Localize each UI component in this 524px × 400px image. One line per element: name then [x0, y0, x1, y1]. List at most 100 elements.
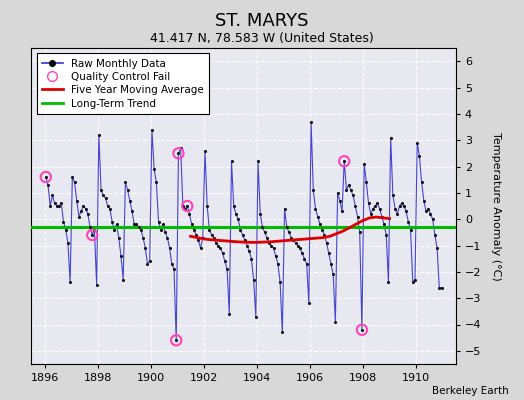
Point [318, 226, 326, 233]
Point [322, 240, 331, 246]
Point [168, 261, 176, 267]
Point [159, 221, 167, 228]
Point [271, 253, 280, 259]
Point [398, 200, 406, 206]
Point [55, 203, 63, 209]
Text: ST. MARYS: ST. MARYS [215, 12, 309, 30]
Point [192, 232, 200, 238]
Point [117, 253, 125, 259]
Point [216, 245, 225, 251]
Point [177, 145, 185, 151]
Point [212, 240, 220, 246]
Point [196, 245, 205, 251]
Point [194, 237, 203, 244]
Point [289, 237, 298, 244]
Point [327, 261, 335, 267]
Point [393, 211, 401, 217]
Point [424, 206, 432, 212]
Legend: Raw Monthly Data, Quality Control Fail, Five Year Moving Average, Long-Term Tren: Raw Monthly Data, Quality Control Fail, … [37, 53, 209, 114]
Point [126, 198, 134, 204]
Point [364, 200, 373, 206]
Point [230, 203, 238, 209]
Point [59, 218, 68, 225]
Point [241, 237, 249, 244]
Point [320, 232, 329, 238]
Point [221, 258, 229, 264]
Point [61, 226, 70, 233]
Point [44, 182, 52, 188]
Point [124, 187, 132, 194]
Point [188, 221, 196, 228]
Point [208, 232, 216, 238]
Point [402, 208, 410, 214]
Point [418, 179, 426, 186]
Point [304, 300, 313, 307]
Point [387, 134, 395, 141]
Point [174, 150, 183, 156]
Point [252, 314, 260, 320]
Point [316, 221, 324, 228]
Point [245, 248, 254, 254]
Point [429, 216, 437, 222]
Point [234, 216, 242, 222]
Point [340, 158, 348, 164]
Point [296, 245, 304, 251]
Point [185, 211, 194, 217]
Point [99, 192, 107, 199]
Point [438, 284, 446, 291]
Point [128, 208, 136, 214]
Point [172, 337, 180, 344]
Point [371, 203, 379, 209]
Point [86, 224, 94, 230]
Point [355, 229, 364, 236]
Point [367, 211, 375, 217]
Point [278, 329, 287, 336]
Point [79, 203, 88, 209]
Point [132, 221, 140, 228]
Point [329, 271, 337, 278]
Point [92, 282, 101, 288]
Point [52, 203, 61, 209]
Point [298, 250, 307, 257]
Point [112, 221, 121, 228]
Point [155, 218, 163, 225]
Point [106, 206, 114, 212]
Point [263, 234, 271, 241]
Point [139, 234, 147, 241]
Point [70, 179, 79, 186]
Point [46, 203, 54, 209]
Point [201, 148, 209, 154]
Point [72, 198, 81, 204]
Point [285, 229, 293, 236]
Point [260, 229, 269, 236]
Point [146, 258, 154, 264]
Point [121, 179, 129, 186]
Point [375, 206, 384, 212]
Point [232, 211, 240, 217]
Point [161, 229, 169, 236]
Point [104, 203, 112, 209]
Point [256, 211, 265, 217]
Point [199, 234, 207, 241]
Point [409, 279, 417, 286]
Point [293, 242, 302, 249]
Point [389, 192, 397, 199]
Point [203, 203, 211, 209]
Point [48, 192, 57, 199]
Point [148, 126, 156, 133]
Point [378, 213, 386, 220]
Point [152, 179, 160, 186]
Point [64, 240, 72, 246]
Point [110, 226, 118, 233]
Point [214, 242, 223, 249]
Point [369, 206, 377, 212]
Point [249, 276, 258, 283]
Point [427, 211, 435, 217]
Point [183, 203, 191, 209]
Point [41, 174, 50, 180]
Point [307, 118, 315, 125]
Point [422, 208, 430, 214]
Point [265, 240, 273, 246]
Point [68, 174, 77, 180]
Point [338, 208, 346, 214]
